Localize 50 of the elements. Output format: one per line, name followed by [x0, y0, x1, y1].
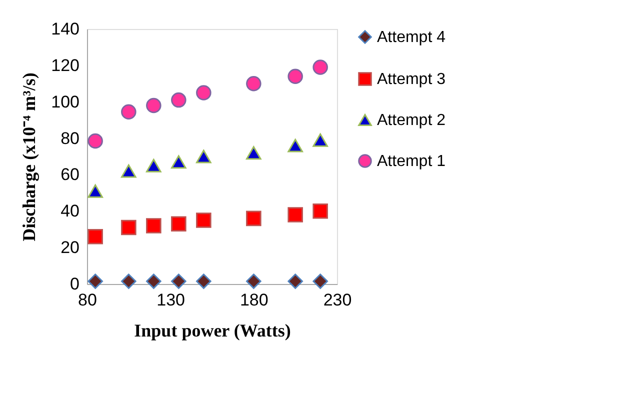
- y-tick-label: 140: [51, 20, 80, 38]
- y-axis-title: Discharge (x10⁻⁴ m³/s): [19, 72, 40, 242]
- point: [196, 85, 212, 100]
- point: [171, 216, 186, 232]
- point: [246, 76, 262, 92]
- point: [196, 150, 212, 164]
- point: [312, 204, 328, 219]
- point: [146, 158, 162, 172]
- point: [171, 155, 186, 169]
- point: [288, 207, 303, 222]
- point: [246, 274, 262, 289]
- point: [288, 138, 303, 152]
- point: [88, 229, 103, 244]
- legend-label: Attempt 4: [377, 29, 446, 46]
- point: [196, 274, 212, 289]
- point: [196, 212, 212, 228]
- legend-label: Attempt 3: [377, 71, 446, 88]
- point: [288, 68, 303, 84]
- y-tick-label: 80: [60, 128, 80, 148]
- point: [121, 220, 136, 236]
- point: [88, 274, 103, 289]
- x-axis-title: Input power (Watts): [134, 320, 291, 340]
- y-tick-label: 0: [70, 274, 80, 294]
- legend-label: Attempt 1: [377, 153, 446, 170]
- x-tick-label: 80: [78, 290, 97, 310]
- point: [88, 133, 103, 149]
- point: [121, 164, 136, 178]
- point: [146, 274, 162, 289]
- x-tick-label: 230: [323, 290, 352, 310]
- y-tick-label: 40: [60, 202, 80, 221]
- point: [146, 98, 162, 114]
- y-tick-label: 100: [51, 92, 80, 112]
- x-tick-label: 180: [240, 290, 268, 310]
- point: [171, 274, 186, 289]
- point: [146, 218, 162, 234]
- point: [88, 184, 103, 198]
- point: [121, 104, 136, 120]
- point: [121, 274, 136, 289]
- x-tick-label: 130: [156, 290, 186, 310]
- point: [246, 210, 262, 226]
- legend-label: Attempt 2: [377, 112, 446, 129]
- point: [312, 60, 328, 75]
- point: [246, 146, 262, 160]
- y-tick-label: 60: [60, 165, 80, 184]
- y-tick-label: 20: [60, 238, 80, 258]
- point: [171, 92, 186, 108]
- y-tick-label: 120: [51, 56, 80, 75]
- point: [312, 274, 328, 289]
- point: [288, 274, 303, 289]
- point: [312, 133, 328, 147]
